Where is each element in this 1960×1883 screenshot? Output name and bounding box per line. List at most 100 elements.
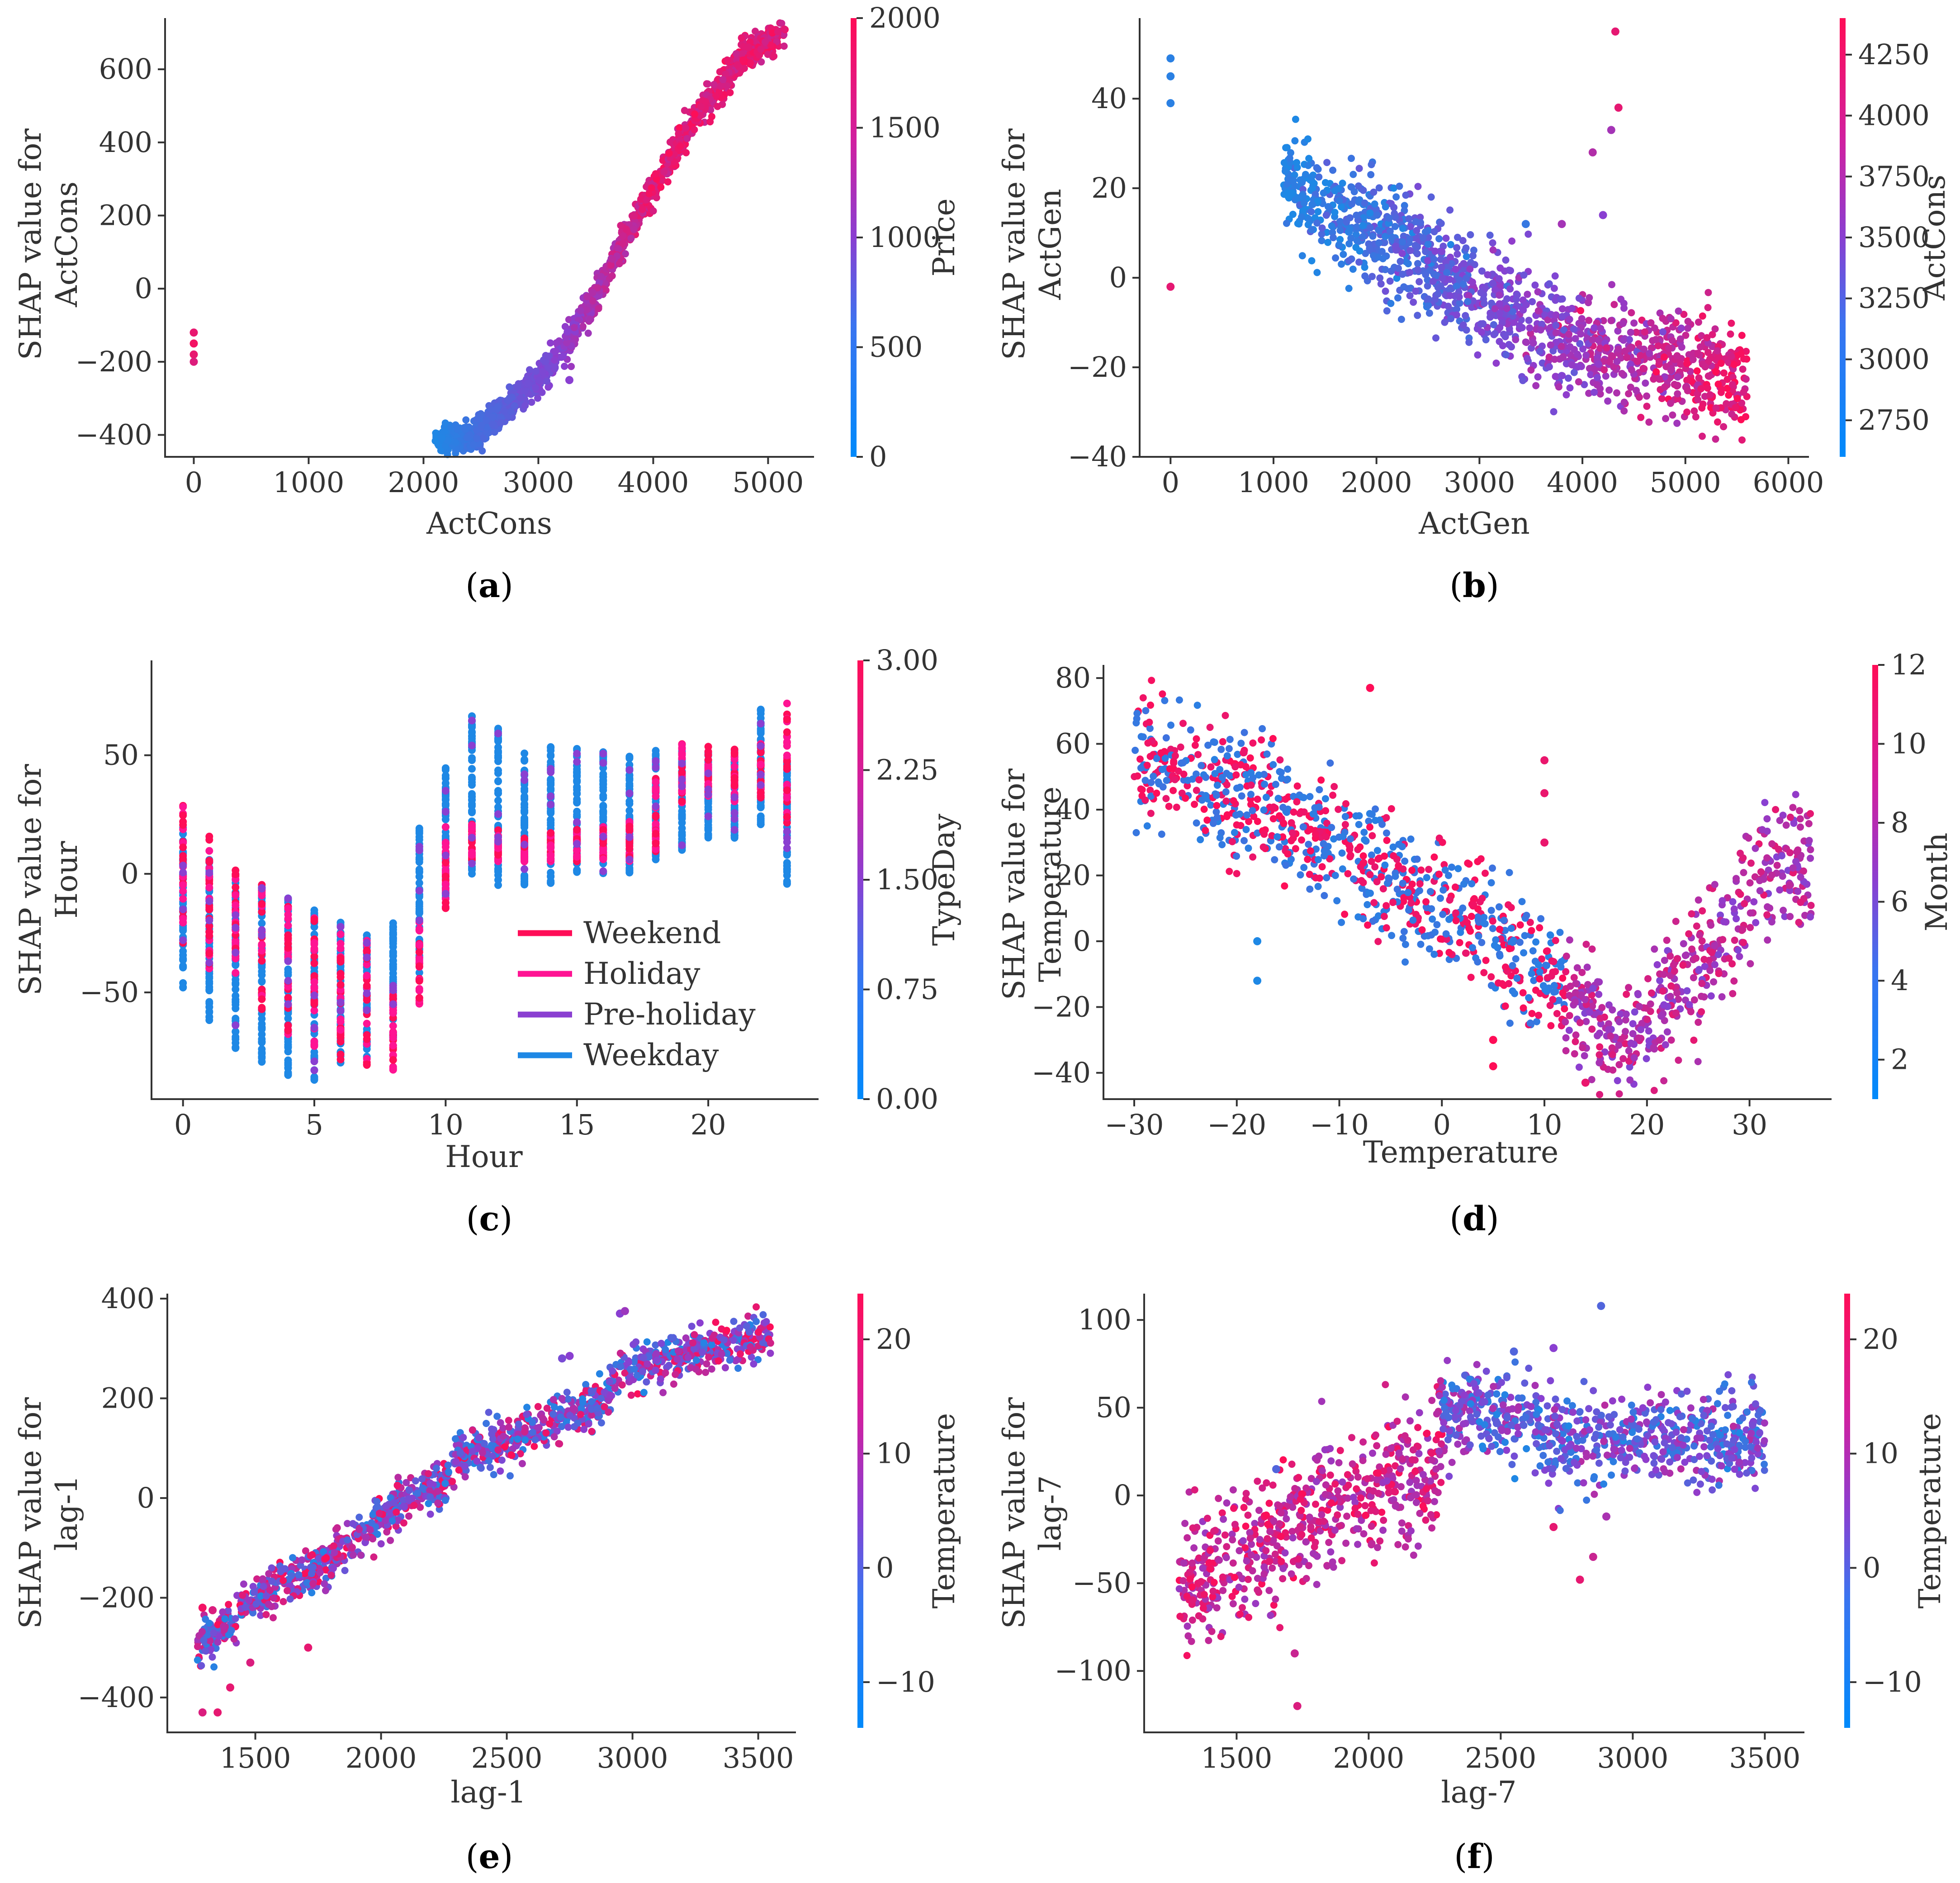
scatter-point-b-1186 (1438, 263, 1445, 271)
scatter-point-b-1138 (1512, 336, 1520, 343)
scatter-point-b-297 (1349, 266, 1357, 273)
scatter-point-b-936 (1545, 280, 1553, 288)
scatter-point-b-1174 (1551, 356, 1558, 363)
y-tick-label-b-2: 0 (1109, 261, 1127, 294)
scatter-point-b-581 (1742, 375, 1750, 383)
scatter-point-b-761 (1667, 315, 1675, 323)
scatter-point-a-1106 (553, 339, 560, 346)
scatter-point-b-811 (1641, 328, 1648, 336)
scatter-point-b-71 (1534, 373, 1542, 381)
scatter-point-c-867 (415, 887, 423, 895)
scatter-point-c-2080 (783, 738, 791, 746)
scatter-point-b-976 (1431, 247, 1439, 255)
scatter-point-b-1163 (1308, 201, 1316, 208)
scatter-point-c-1477 (599, 759, 607, 767)
x-tick-label-c-4: 20 (691, 1108, 726, 1141)
scatter-point-b-758 (1289, 210, 1297, 218)
scatter-point-b-1201 (1496, 309, 1504, 317)
scatter-point-b-888 (1628, 309, 1635, 317)
scatter-point-a-680 (473, 427, 481, 434)
scatter-point-b-152 (1318, 237, 1326, 244)
scatter-point-c-1475 (599, 833, 607, 841)
scatter-point-c-127 (205, 998, 213, 1006)
scatter-point-b-1101 (1646, 350, 1653, 357)
scatter-point-b-715 (1737, 416, 1745, 423)
scatter-point-b-1266 (1489, 246, 1497, 254)
scatter-point-b-1157 (1566, 384, 1574, 392)
panel-label-b-letter: b (1463, 566, 1486, 605)
scatter-point-c-859 (415, 977, 423, 985)
scatter-point-b-1295 (1619, 337, 1627, 344)
scatter-point-b-766 (1720, 369, 1728, 377)
scatter-point-d-5 (1437, 894, 1444, 902)
scatter-point-b-1238 (1695, 374, 1703, 382)
scatter-point-a-1148 (514, 383, 521, 391)
legend-item-weekday: Weekday (518, 1038, 719, 1072)
scatter-point-c-1998 (757, 720, 765, 728)
scatter-point-c-1299 (547, 854, 555, 863)
x-tick-label-a-1: 1000 (273, 466, 345, 499)
scatter-point-b-1162 (1728, 352, 1735, 360)
scatter-point-c-1214 (521, 840, 529, 849)
scatter-point-b-856 (1413, 227, 1420, 234)
scatter-point-d-78 (1179, 720, 1187, 727)
scatter-point-a-1111 (615, 260, 623, 267)
scatter-point-b-520 (1382, 287, 1389, 295)
scatter-point-c-692 (363, 953, 371, 962)
scatter-point-a-1259 (517, 394, 525, 402)
scatter-point-c-1737 (678, 775, 686, 783)
scatter-point-b-1099 (1519, 377, 1527, 384)
scatter-point-b-1107 (1675, 307, 1682, 315)
scatter-point-b-1169 (1366, 224, 1374, 232)
scatter-point-c-676 (363, 1020, 371, 1028)
scatter-point-a-518 (568, 363, 575, 370)
scatter-point-b-970 (1620, 304, 1628, 312)
scatter-point-b-1198 (1447, 315, 1455, 323)
scatter-point-b-1017 (1643, 392, 1651, 400)
axes-spines-c (151, 660, 819, 1100)
scatter-point-c-78 (179, 919, 187, 927)
scatter-point-c-1002 (468, 756, 476, 764)
scatter-point-b-1265 (1591, 324, 1598, 332)
scatter-point-b-1229 (1621, 347, 1629, 355)
scatter-point-b-1261 (1620, 398, 1628, 406)
scatter-point-c-68 (179, 852, 187, 860)
scatter-point-c-1562 (625, 766, 634, 774)
scatter-point-c-956 (441, 890, 450, 898)
scatter-point-b-1218 (1385, 214, 1393, 222)
y-tick-label-c-0: −50 (80, 976, 139, 1009)
colorbar-tick-label-b-5: 4000 (1858, 99, 1930, 132)
scatter-point-b-721 (1291, 137, 1299, 145)
scatter-point-c-592 (336, 973, 345, 981)
scatter-point-b-1140 (1568, 361, 1576, 369)
scatter-point-b-1251 (1524, 230, 1532, 238)
y-tick-label-a-3: 200 (99, 199, 152, 232)
scatter-point-c-310 (258, 1038, 266, 1046)
scatter-point-a-1235 (594, 284, 601, 292)
scatter-point-c-1358 (573, 772, 581, 780)
scatter-point-b-479 (1725, 391, 1733, 399)
scatter-point-c-519 (310, 1024, 318, 1032)
scatter-point-c-603 (336, 1034, 345, 1042)
scatter-point-b-1204 (1300, 199, 1308, 207)
scatter-point-d-123 (1615, 1090, 1623, 1098)
scatter-point-a-1272 (639, 205, 646, 213)
scatter-point-a-1285 (609, 255, 616, 263)
scatter-point-a-1185 (542, 358, 549, 365)
scatter-point-c-1950 (757, 815, 765, 823)
scatter-point-c-1130 (494, 810, 502, 818)
y-tick-label-b-0: −40 (1068, 440, 1127, 473)
scatter-point-b-1023 (1712, 404, 1720, 412)
scatter-point-a-1297 (189, 350, 198, 359)
scatter-point-c-2078 (783, 786, 791, 794)
scatter-point-c-1240 (547, 868, 555, 877)
scatter-point-a-1179 (469, 441, 477, 449)
scatter-point-b-895 (1424, 240, 1432, 248)
scatter-point-b-1242 (1359, 233, 1367, 240)
scatter-point-b-849 (1478, 328, 1485, 336)
scatter-point-b-380 (1442, 234, 1450, 242)
scatter-point-b-1304 (1611, 27, 1619, 36)
x-tick-label-b-6: 6000 (1753, 466, 1824, 499)
scatter-point-c-1522 (625, 753, 634, 761)
